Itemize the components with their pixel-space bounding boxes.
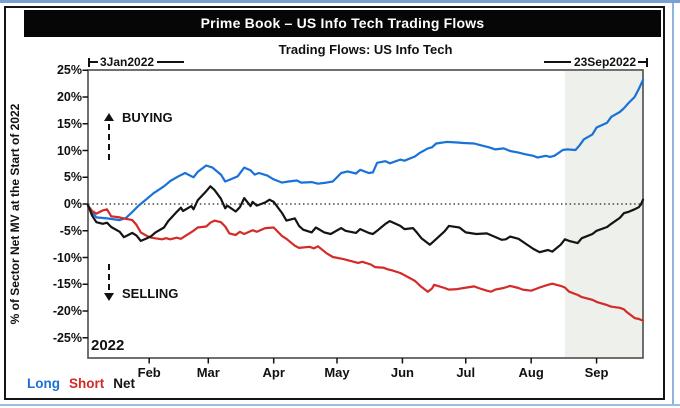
shaded-region xyxy=(564,71,643,357)
range-start-line xyxy=(90,61,98,63)
y-axis-label: % of Sector Net MV at the Start of 2022 xyxy=(8,103,22,325)
chart-title-bar: Prime Book – US Info Tech Trading Flows xyxy=(24,10,661,37)
series-line-net xyxy=(86,185,645,254)
x-tick-label: Feb xyxy=(137,365,161,380)
y-tick-label: -15% xyxy=(52,277,82,292)
year-label: 2022 xyxy=(91,337,125,354)
x-tick-label: Aug xyxy=(518,365,544,380)
x-tick-label: Apr xyxy=(262,365,285,380)
selling-arrow-dashes xyxy=(108,264,110,290)
chart-title: Prime Book – US Info Tech Trading Flows xyxy=(200,15,485,31)
x-tick-label: Mar xyxy=(196,365,220,380)
page-right-border xyxy=(672,3,674,405)
range-end-marker: 23Sep2022 xyxy=(543,55,648,69)
y-tick-label: -5% xyxy=(59,223,82,238)
buying-arrow-up-icon xyxy=(104,113,114,121)
x-tick-label: Jul xyxy=(456,365,476,380)
y-tick-label: -25% xyxy=(52,330,82,345)
y-tick-label: 15% xyxy=(56,116,82,131)
y-tick-label: 0% xyxy=(63,197,82,211)
x-tick-label: Sep xyxy=(584,365,609,380)
page-bottom-border xyxy=(0,404,680,406)
legend-item-short: Short xyxy=(69,376,105,391)
y-tick-label: -10% xyxy=(52,250,82,265)
range-end-line2 xyxy=(638,61,646,63)
range-end-tick xyxy=(646,57,648,67)
chart-subtitle: Trading Flows: US Info Tech xyxy=(278,42,453,57)
y-tick-label: 10% xyxy=(56,143,82,158)
range-end-label: 23Sep2022 xyxy=(573,55,636,69)
legend-item-net: Net xyxy=(113,376,136,391)
y-tick-label: 25% xyxy=(56,63,82,78)
y-tick-label: -20% xyxy=(52,304,82,318)
y-tick-label: 20% xyxy=(56,90,82,104)
range-start-label: 3Jan2022 xyxy=(100,55,155,69)
legend: Long Short Net xyxy=(27,376,135,391)
range-start-line2 xyxy=(157,61,185,63)
series-line-long xyxy=(86,78,645,222)
range-start-marker: 3Jan2022 xyxy=(88,55,185,69)
range-end-line xyxy=(543,61,571,63)
y-tick-label: 5% xyxy=(63,170,82,185)
page-top-border xyxy=(0,0,680,3)
buying-arrow-dashes xyxy=(108,124,110,160)
selling-arrow-down-icon xyxy=(104,293,114,301)
buying-label: BUYING xyxy=(122,110,173,125)
plot-frame xyxy=(87,69,644,359)
range-start-tick xyxy=(88,57,90,67)
legend-item-long: Long xyxy=(27,376,60,391)
figure-border xyxy=(4,6,665,400)
series-line-short xyxy=(86,204,645,322)
x-tick-label: Jun xyxy=(390,365,414,380)
selling-label: SELLING xyxy=(122,286,179,301)
x-tick-label: May xyxy=(324,365,350,380)
